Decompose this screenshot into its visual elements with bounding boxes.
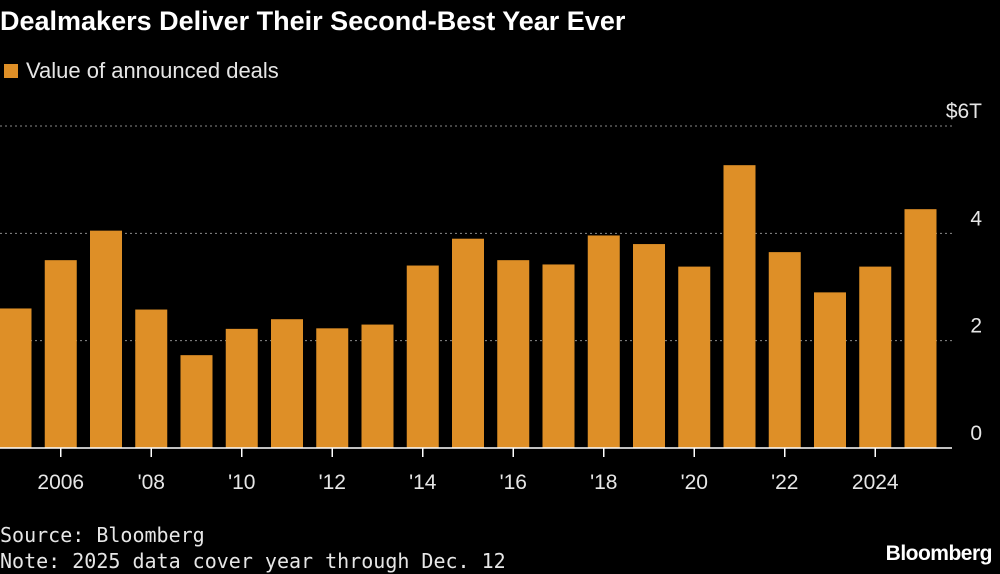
legend-swatch	[4, 64, 18, 78]
bar	[316, 328, 349, 448]
x-tick-label: '16	[500, 471, 527, 494]
y-tick-label: 2	[970, 315, 982, 338]
legend: Value of announced deals	[4, 58, 279, 84]
bar-layer	[0, 165, 937, 448]
bar	[768, 252, 801, 448]
bar	[678, 266, 711, 448]
source-note: Source: Bloomberg	[0, 523, 205, 547]
x-tick-label: '10	[228, 471, 255, 494]
legend-label: Value of announced deals	[26, 58, 279, 83]
brand-logo: Bloomberg	[885, 542, 993, 565]
x-tick-label: '22	[771, 471, 798, 494]
bar	[542, 264, 575, 448]
axis-layer	[0, 447, 952, 457]
x-tick-label: '18	[590, 471, 617, 494]
bar	[587, 235, 620, 448]
bar	[859, 266, 892, 448]
bar	[633, 244, 665, 448]
bar	[723, 165, 756, 448]
y-tick-label: $6T	[946, 100, 982, 123]
x-tick-label: '14	[409, 471, 437, 494]
x-tick-label: '20	[681, 471, 708, 494]
bar	[180, 355, 213, 448]
chart-title: Dealmakers Deliver Their Second-Best Yea…	[0, 6, 626, 36]
y-tick-label: 0	[970, 422, 982, 445]
x-tick-label: '12	[319, 471, 346, 494]
bar	[406, 265, 439, 448]
bar	[814, 292, 846, 448]
bar	[135, 309, 168, 448]
bar	[361, 324, 394, 448]
x-tick-label: 2024	[852, 471, 899, 494]
bar	[904, 209, 937, 448]
bar	[44, 260, 77, 448]
bar	[271, 319, 303, 448]
bar	[452, 238, 484, 448]
bar	[225, 328, 258, 448]
bar	[90, 230, 122, 448]
y-tick-label: 4	[970, 207, 982, 230]
x-tick-label: '08	[138, 471, 165, 494]
bar	[0, 308, 32, 448]
data-note: Note: 2025 data cover year through Dec. …	[0, 549, 506, 573]
x-tick-label: 2006	[37, 471, 84, 494]
label-layer: 0 2 4 $6T 2006 '08 '10 '12 '14 '16 '18 '20 '22 2024	[37, 100, 982, 494]
bar	[497, 260, 530, 448]
